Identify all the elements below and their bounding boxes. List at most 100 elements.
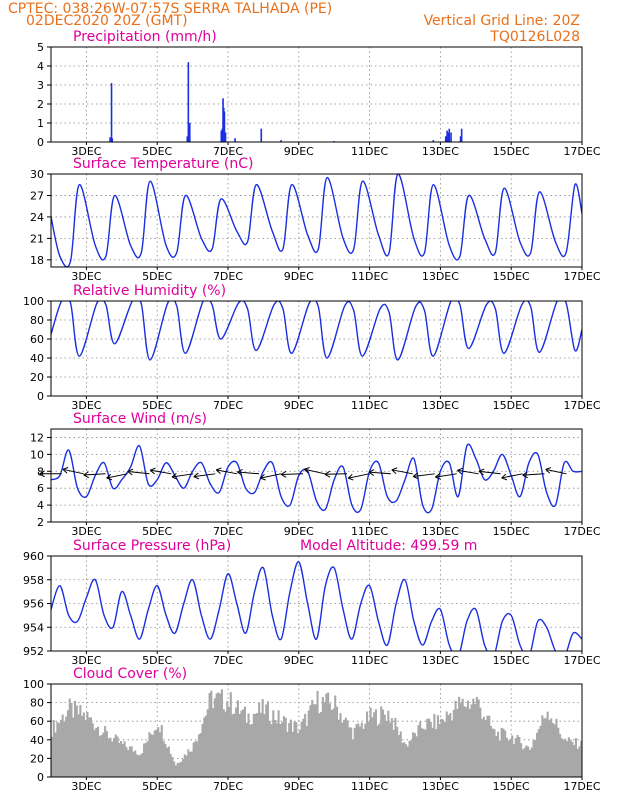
x-tick-label: 17DEC [563,654,600,667]
cloud-bar [235,707,238,777]
wind-arrow [193,473,216,478]
cloud-bar [431,727,434,777]
cloud-bar [420,728,423,777]
cloud-bar [465,707,468,777]
cloud-bar [272,710,275,777]
cloud-bar [539,725,542,777]
cloud-bar [222,709,225,777]
cloud-bar [327,692,330,777]
y-tick-label: 18 [30,254,44,267]
cloud-bar [137,755,140,777]
cloud-bar [314,704,317,777]
wind-arrow [348,473,369,479]
precip-bar [224,132,227,142]
wind-arrow [260,473,282,479]
cloud-bar [258,702,261,777]
header-model-code: TQ0126L028 [489,29,580,45]
cloud-bar [456,709,459,777]
x-tick-label: 17DEC [563,270,600,283]
cloud-bar [325,693,328,777]
cloud-bar [120,740,123,777]
cloud-bar [355,724,358,777]
cloud-bar [288,723,291,777]
cloud-bar [406,746,409,777]
y-tick-label: 8 [37,465,44,478]
cloud-bar [477,699,480,777]
y-tick-label: 20 [30,752,44,765]
x-tick-label: 9DEC [284,270,314,283]
y-tick-label: 6 [37,482,44,495]
wind-arrow-head [391,467,398,474]
cloud-bar [270,724,273,777]
cloud-bar [256,712,259,777]
cloud-bar [387,710,390,777]
wind-arrow-head [193,472,200,480]
cloud-bar [574,738,577,777]
cloud-bar [488,715,491,777]
cloud-bar [530,747,533,777]
cloud-bar [183,754,186,777]
cloud-bar [491,728,494,777]
surface-temperature-line [51,174,582,267]
cloud-bar [429,721,432,777]
cloud-bar [254,713,257,777]
x-tick-label: 5DEC [142,654,172,667]
x-tick-label: 9DEC [284,145,314,158]
cloud-bar [160,725,163,777]
x-tick-label: 13DEC [422,270,459,283]
cloud-bar [97,726,100,777]
cloud-bar [144,742,147,777]
cloud-bar [357,723,360,777]
cloud-bar [66,710,69,777]
cloud-bar [298,729,301,777]
cloud-bar [544,718,547,777]
cloud-bar [309,705,312,777]
cloud-bar [51,736,54,777]
cloud-bar [204,715,208,777]
cloud-bar [228,706,231,777]
cloud-bar [486,715,489,777]
cloud-bar [88,717,91,777]
cloud-bar [566,741,569,777]
panel-title: Surface Wind (m/s) [73,411,207,427]
wind-arrow [435,473,457,478]
cloud-bar [84,719,87,777]
cloud-bar [436,715,439,777]
cloud-bar [263,714,266,777]
cloud-bar [527,746,530,777]
cloud-bar [203,717,206,777]
cloud-bar [72,717,75,777]
x-tick-label: 5DEC [142,525,172,538]
precip-bar [446,130,448,142]
x-tick-label: 17DEC [563,780,600,793]
cloud-bar [100,735,103,777]
cloud-bar [190,751,193,777]
cloud-bar [362,728,365,777]
cloud-bar [79,705,82,777]
cloud-bar [562,739,565,777]
cloud-bar [367,721,370,777]
x-tick-label: 5DEC [142,145,172,158]
x-tick-label: 17DEC [563,145,600,158]
x-tick-label: 7DEC [213,270,243,283]
cloud-bar [339,713,342,777]
cloud-bar [109,737,112,777]
cloud-bar [173,761,176,777]
cloud-bar [167,746,170,777]
cloud-bar [229,692,232,777]
wind-arrow [237,471,260,475]
cloud-bar [376,725,379,777]
cloud-bar [59,719,62,777]
cloud-bar [295,722,298,777]
cloud-bar [265,704,268,777]
cloud-bar [337,719,340,777]
cloud-bar [243,706,246,777]
cloud-bar [118,742,121,777]
cloud-bar [482,716,485,777]
cloud-bar [463,706,466,777]
cloud-bar [332,708,335,777]
cloud-bar [81,715,84,777]
cloud-bar [383,714,386,777]
cloud-bar [520,743,523,777]
cloud-bar [245,722,248,777]
